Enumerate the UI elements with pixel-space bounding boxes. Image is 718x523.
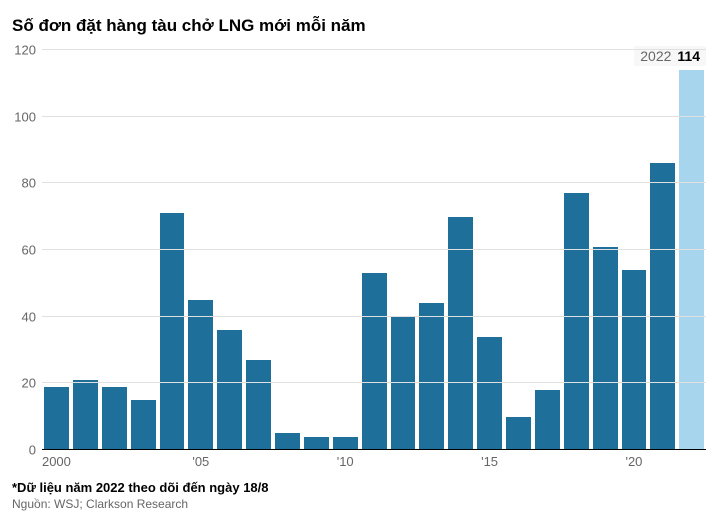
x-cell: [504, 450, 533, 472]
x-axis: 2000 '05 '10 '15 '20: [42, 450, 706, 472]
bar: [188, 300, 213, 450]
x-cell: [302, 450, 331, 472]
x-cell: [129, 450, 158, 472]
plot-area: [42, 50, 706, 450]
x-cell: [533, 450, 562, 472]
x-tick-label: '15: [481, 454, 498, 469]
chart-body: 020406080100120: [12, 50, 706, 450]
x-cell: [360, 450, 389, 472]
y-tick-label: 20: [22, 376, 36, 391]
bar: [217, 330, 242, 450]
x-cell: [71, 450, 100, 472]
x-cell: [100, 450, 129, 472]
bar: [44, 387, 69, 450]
x-cell: [389, 450, 418, 472]
x-cell: 2000: [42, 450, 71, 472]
x-cell: '10: [331, 450, 360, 472]
bar: [419, 303, 444, 450]
bar: [304, 437, 329, 450]
bar: [362, 273, 387, 450]
gridline: [42, 49, 706, 50]
x-cell: [648, 450, 677, 472]
bar: [73, 380, 98, 450]
gridline: [42, 316, 706, 317]
bar: [246, 360, 271, 450]
bar: [593, 247, 618, 450]
bar: [131, 400, 156, 450]
gridline: [42, 249, 706, 250]
bar: [650, 163, 675, 450]
gridline: [42, 182, 706, 183]
bars-group: [42, 50, 706, 450]
bar: [564, 193, 589, 450]
x-tick-label: '05: [192, 454, 209, 469]
y-axis: 020406080100120: [12, 50, 42, 450]
bar: [622, 270, 647, 450]
x-cell: [273, 450, 302, 472]
x-cell: '20: [620, 450, 649, 472]
x-cell: [677, 450, 706, 472]
bar: [679, 70, 704, 450]
y-tick-label: 120: [14, 43, 36, 58]
y-tick-label: 60: [22, 243, 36, 258]
x-cell: [417, 450, 446, 472]
x-cell: [562, 450, 591, 472]
x-cell: [591, 450, 620, 472]
x-tick-label: '20: [625, 454, 642, 469]
bar: [477, 337, 502, 450]
x-cell: [215, 450, 244, 472]
x-cell: [446, 450, 475, 472]
x-cell: [244, 450, 273, 472]
x-tick-label: '10: [337, 454, 354, 469]
x-tick-label: 2000: [42, 454, 71, 469]
bar: [535, 390, 560, 450]
x-cell: '05: [186, 450, 215, 472]
source-line: Nguồn: WSJ; Clarkson Research: [12, 497, 706, 511]
x-cell: [158, 450, 187, 472]
y-tick-label: 40: [22, 309, 36, 324]
gridline: [42, 116, 706, 117]
footnote: *Dữ liệu năm 2022 theo dõi đến ngày 18/8: [12, 480, 706, 495]
x-cell: '15: [475, 450, 504, 472]
chart-footer: *Dữ liệu năm 2022 theo dõi đến ngày 18/8…: [12, 480, 706, 511]
y-tick-label: 0: [29, 443, 36, 458]
bar: [333, 437, 358, 450]
y-tick-label: 100: [14, 109, 36, 124]
bar: [102, 387, 127, 450]
chart-title: Số đơn đặt hàng tàu chở LNG mới mỗi năm: [12, 16, 706, 36]
y-tick-label: 80: [22, 176, 36, 191]
bar: [448, 217, 473, 450]
chart-container: 2022 114 020406080100120 2000'05'10'15'2…: [12, 50, 706, 472]
bar: [275, 433, 300, 450]
gridline: [42, 382, 706, 383]
bar: [506, 417, 531, 450]
